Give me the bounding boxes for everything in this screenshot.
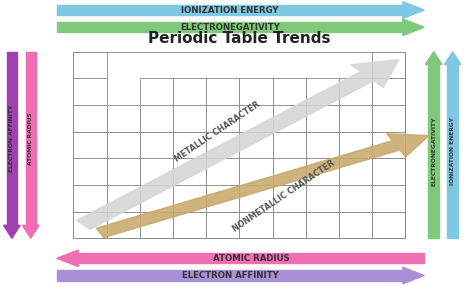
Bar <box>206 78 239 105</box>
Bar <box>372 52 405 78</box>
Text: IONIZATION ENERGY: IONIZATION ENERGY <box>181 5 279 15</box>
Polygon shape <box>444 52 461 65</box>
Bar <box>372 185 405 212</box>
Text: ELECTRONEGATIVITY: ELECTRONEGATIVITY <box>431 117 436 186</box>
Bar <box>73 52 107 78</box>
Bar <box>73 52 405 238</box>
Bar <box>428 65 439 238</box>
Text: ATOMIC RADIUS: ATOMIC RADIUS <box>28 112 33 165</box>
Bar <box>447 65 458 238</box>
Polygon shape <box>403 19 424 36</box>
Bar <box>107 158 140 185</box>
Bar <box>239 132 273 158</box>
Bar <box>206 185 239 212</box>
Bar <box>372 212 405 238</box>
Bar <box>306 158 339 185</box>
Bar <box>273 158 306 185</box>
Bar <box>273 185 306 212</box>
Bar <box>339 185 372 212</box>
Bar <box>107 212 140 238</box>
Bar <box>26 52 36 225</box>
Text: ATOMIC RADIUS: ATOMIC RADIUS <box>213 254 290 263</box>
Text: Periodic Table Trends: Periodic Table Trends <box>148 31 331 46</box>
Text: ELECTRON AFFINITY: ELECTRON AFFINITY <box>182 271 278 280</box>
Bar <box>306 105 339 132</box>
Bar <box>372 78 405 105</box>
Bar <box>140 132 173 158</box>
Bar <box>306 212 339 238</box>
Bar <box>372 132 405 158</box>
Bar <box>306 78 339 105</box>
Bar <box>239 158 273 185</box>
Bar <box>206 212 239 238</box>
Bar <box>339 78 372 105</box>
Bar <box>140 185 173 212</box>
Bar <box>78 253 424 263</box>
Bar <box>73 105 107 132</box>
Bar <box>306 132 339 158</box>
Bar <box>140 212 173 238</box>
Bar <box>206 132 239 158</box>
Bar <box>206 158 239 185</box>
Text: NONMETALLIC CHARACTER: NONMETALLIC CHARACTER <box>231 158 336 233</box>
Polygon shape <box>57 250 78 267</box>
Bar <box>140 105 173 132</box>
Text: IONIZATION ENERGY: IONIZATION ENERGY <box>450 117 455 185</box>
Bar <box>107 132 140 158</box>
Bar <box>173 212 206 238</box>
FancyArrow shape <box>77 60 399 229</box>
Polygon shape <box>425 52 442 65</box>
Bar <box>339 105 372 132</box>
Bar <box>273 132 306 158</box>
Bar <box>339 158 372 185</box>
Bar <box>273 78 306 105</box>
FancyArrow shape <box>96 134 429 238</box>
Bar <box>73 185 107 212</box>
Bar <box>140 78 173 105</box>
Bar <box>7 52 17 225</box>
Bar <box>339 212 372 238</box>
Bar <box>173 132 206 158</box>
Bar <box>339 132 372 158</box>
Bar <box>372 105 405 132</box>
Polygon shape <box>3 225 20 238</box>
Bar <box>239 185 273 212</box>
Bar <box>107 185 140 212</box>
Polygon shape <box>403 267 424 284</box>
Polygon shape <box>403 2 424 18</box>
Bar <box>57 22 403 32</box>
Bar <box>206 105 239 132</box>
Bar <box>173 105 206 132</box>
Bar <box>273 105 306 132</box>
Bar <box>239 105 273 132</box>
Text: ELECTRONEGATIVITY: ELECTRONEGATIVITY <box>180 23 280 32</box>
Bar <box>73 212 107 238</box>
Bar <box>107 105 140 132</box>
Polygon shape <box>22 225 39 238</box>
Bar <box>57 5 403 15</box>
Text: METALLIC CHARACTER: METALLIC CHARACTER <box>173 100 262 164</box>
Bar <box>73 78 107 105</box>
Bar <box>57 270 403 281</box>
Bar <box>140 158 173 185</box>
Bar <box>239 78 273 105</box>
Bar <box>73 52 405 238</box>
Text: ELECTRON AFFINITY: ELECTRON AFFINITY <box>9 105 14 172</box>
Bar <box>173 78 206 105</box>
Bar <box>239 212 273 238</box>
Bar <box>173 185 206 212</box>
Bar <box>73 132 107 158</box>
Bar <box>306 185 339 212</box>
Bar <box>372 158 405 185</box>
Bar <box>73 158 107 185</box>
Bar <box>173 158 206 185</box>
Bar <box>273 212 306 238</box>
